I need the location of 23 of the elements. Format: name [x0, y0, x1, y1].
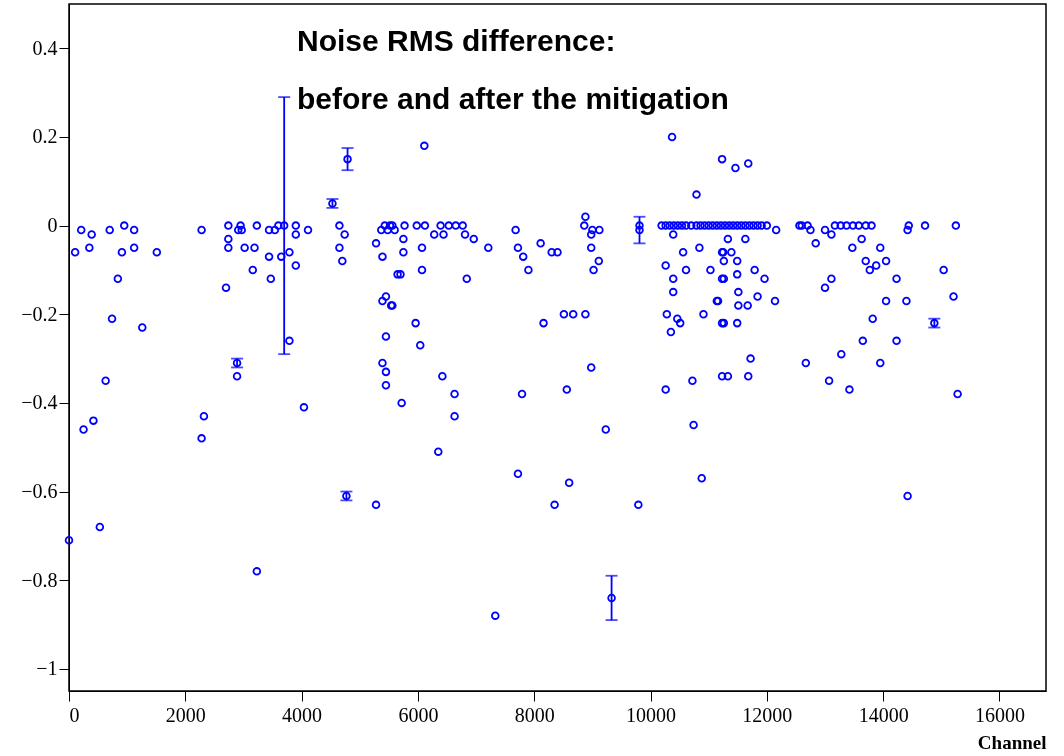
x-tick-label: 0 — [69, 703, 80, 726]
x-tick-label: 4000 — [282, 703, 323, 726]
y-tick-label: −1 — [36, 657, 58, 680]
y-tick-label: −0.8 — [21, 568, 58, 591]
x-tick-label: 2000 — [165, 703, 206, 726]
y-tick-label: 0.2 — [32, 125, 58, 148]
y-tick-label: −0.6 — [21, 480, 58, 503]
point — [607, 593, 616, 603]
x-tick-label: 6000 — [398, 703, 439, 726]
point — [279, 221, 289, 230]
y-tick-label: −0.4 — [21, 391, 58, 414]
point — [343, 154, 352, 164]
x-tick-label: 8000 — [514, 703, 555, 726]
point — [635, 225, 644, 235]
x-axis-title: Channel — [977, 731, 1047, 753]
x-tick-label: 10000 — [626, 703, 677, 726]
x-tick-label: 16000 — [974, 703, 1025, 726]
y-tick-label: 0 — [47, 214, 58, 237]
y-tick-label: −0.2 — [21, 302, 58, 325]
text: Noise RMS difference: before and after the mitigation — [297, 24, 729, 115]
y-tick-label: 0.4 — [32, 36, 58, 59]
x-tick-label: 14000 — [858, 703, 909, 726]
x-tick-label: 12000 — [742, 703, 793, 726]
